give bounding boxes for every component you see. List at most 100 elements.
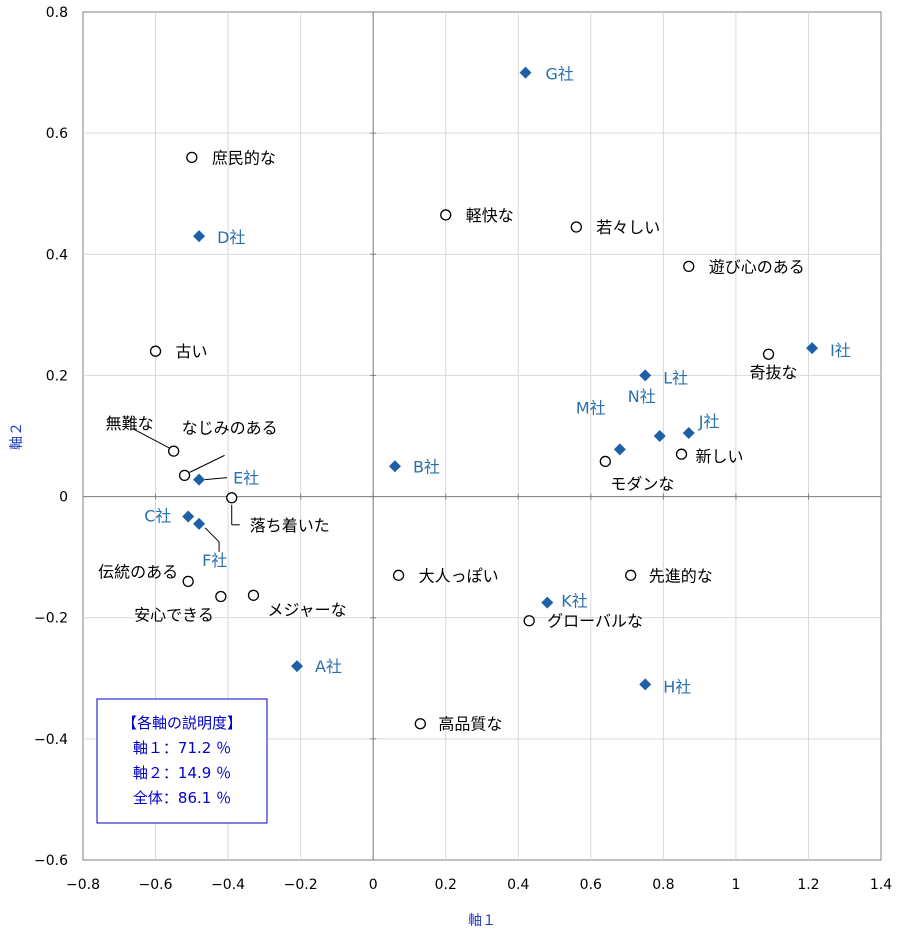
x-tick-label: −0.2 <box>284 877 318 893</box>
leader-line <box>189 454 225 473</box>
explained-box-line-3: 全体：86.1 ％ <box>133 789 231 807</box>
attribute-marker <box>149 345 162 357</box>
attribute-label: 無難な <box>106 414 154 433</box>
attribute-label: 先進的な <box>649 566 713 585</box>
x-tick-label: 0.8 <box>652 877 674 893</box>
x-tick-label: 1 <box>731 877 740 893</box>
x-tick-label: 0.6 <box>580 877 602 893</box>
attribute-marker <box>226 492 238 504</box>
attribute-label: 庶民的な <box>212 148 276 167</box>
company-label: C社 <box>144 507 171 526</box>
attribute-label: 奇抜な <box>750 363 798 382</box>
company-label: F社 <box>202 551 227 570</box>
company-label: D社 <box>217 228 245 247</box>
attribute-marker <box>440 209 452 221</box>
company-label: N社 <box>628 387 656 406</box>
explained-box-line-2: 軸２：14.9 ％ <box>133 764 231 782</box>
company-marker <box>193 473 206 486</box>
attribute-label: 古い <box>176 342 208 361</box>
y-tick-label: 0.6 <box>46 126 68 142</box>
explained-variance-box: 【各軸の説明度】 軸１：71.2 ％ 軸２：14.9 ％ 全体：86.1 ％ <box>96 698 268 824</box>
company-marker <box>653 430 666 442</box>
leader-line <box>205 477 228 481</box>
y-tick-label: 0.8 <box>46 5 68 21</box>
company-label: B社 <box>413 457 440 476</box>
attribute-marker <box>675 448 688 460</box>
attribute-label: 落ち着いた <box>250 516 330 535</box>
x-tick-label: −0.8 <box>66 877 100 893</box>
company-marker <box>519 66 532 79</box>
y-tick-label: −0.6 <box>34 853 68 869</box>
y-tick-label: 0.4 <box>46 247 68 263</box>
y-tick-label: 0 <box>59 490 68 506</box>
attribute-label: なじみのある <box>182 418 278 437</box>
attribute-label: 伝統のある <box>98 562 178 581</box>
attribute-marker <box>570 221 582 233</box>
x-tick-label: 0.2 <box>435 877 457 893</box>
company-marker <box>682 426 695 439</box>
attribute-label: 大人っぽい <box>419 566 499 585</box>
attribute-marker <box>215 590 227 603</box>
company-label: L社 <box>663 368 688 387</box>
explained-box-title: 【各軸の説明度】 <box>122 714 242 732</box>
attribute-marker <box>414 718 426 730</box>
y-axis-title: 軸２ <box>9 422 25 450</box>
x-tick-label: 1.4 <box>870 877 892 893</box>
x-tick-label: 0.4 <box>507 877 529 893</box>
data-points <box>149 66 819 730</box>
company-label: H社 <box>663 677 691 696</box>
company-label: E社 <box>233 469 259 488</box>
company-marker <box>193 230 206 243</box>
company-marker <box>613 443 626 456</box>
y-tick-labels: 0.8 0.6 0.4 0.2 0 −0.2 −0.4 −0.6 <box>34 5 68 869</box>
attribute-marker <box>599 455 611 468</box>
attribute-label: メジャーな <box>267 600 346 619</box>
company-label: I社 <box>830 341 851 360</box>
attribute-label: 安心できる <box>134 606 214 625</box>
x-tick-label: 0 <box>369 877 378 893</box>
y-tick-label: 0.2 <box>46 368 68 384</box>
attribute-label: 高品質な <box>438 715 502 734</box>
company-label: G社 <box>546 65 574 84</box>
attribute-marker <box>762 348 775 360</box>
leader-line <box>204 527 220 543</box>
company-label: A社 <box>315 657 342 676</box>
attribute-marker <box>182 575 194 588</box>
company-marker <box>639 369 652 382</box>
x-axis-title: 軸１ <box>468 913 496 929</box>
attribute-marker <box>523 615 535 627</box>
company-marker <box>639 678 652 691</box>
attribute-label: 遊び心のある <box>709 257 805 276</box>
company-marker <box>541 596 554 609</box>
explained-box-frame <box>96 698 268 824</box>
company-label: K社 <box>561 592 588 611</box>
leader-lines <box>133 428 240 552</box>
company-marker <box>182 510 195 523</box>
leader-line <box>133 428 170 449</box>
attribute-marker <box>247 589 260 601</box>
x-tick-label: −0.4 <box>211 877 245 893</box>
attribute-marker <box>168 445 180 457</box>
attribute-marker <box>683 260 695 273</box>
x-tick-label: 1.2 <box>797 877 819 893</box>
attribute-marker <box>392 569 405 581</box>
attribute-label: 軽快な <box>466 206 514 225</box>
company-label: J社 <box>698 412 720 431</box>
attribute-marker <box>178 469 191 482</box>
explained-box-line-1: 軸１：71.2 ％ <box>133 739 231 757</box>
attribute-label: 若々しい <box>596 218 660 237</box>
company-marker <box>291 660 304 673</box>
attribute-marker <box>186 151 198 164</box>
y-tick-label: −0.2 <box>34 611 68 627</box>
company-marker <box>806 342 819 355</box>
attribute-label: モダンな <box>610 474 674 493</box>
x-tick-label: −0.6 <box>139 877 173 893</box>
company-marker <box>388 460 401 473</box>
attribute-label: 新しい <box>696 447 744 466</box>
y-tick-label: −0.4 <box>34 732 68 748</box>
company-label: M社 <box>576 398 606 417</box>
company-marker <box>193 517 206 530</box>
attribute-label: グローバルな <box>547 612 643 631</box>
